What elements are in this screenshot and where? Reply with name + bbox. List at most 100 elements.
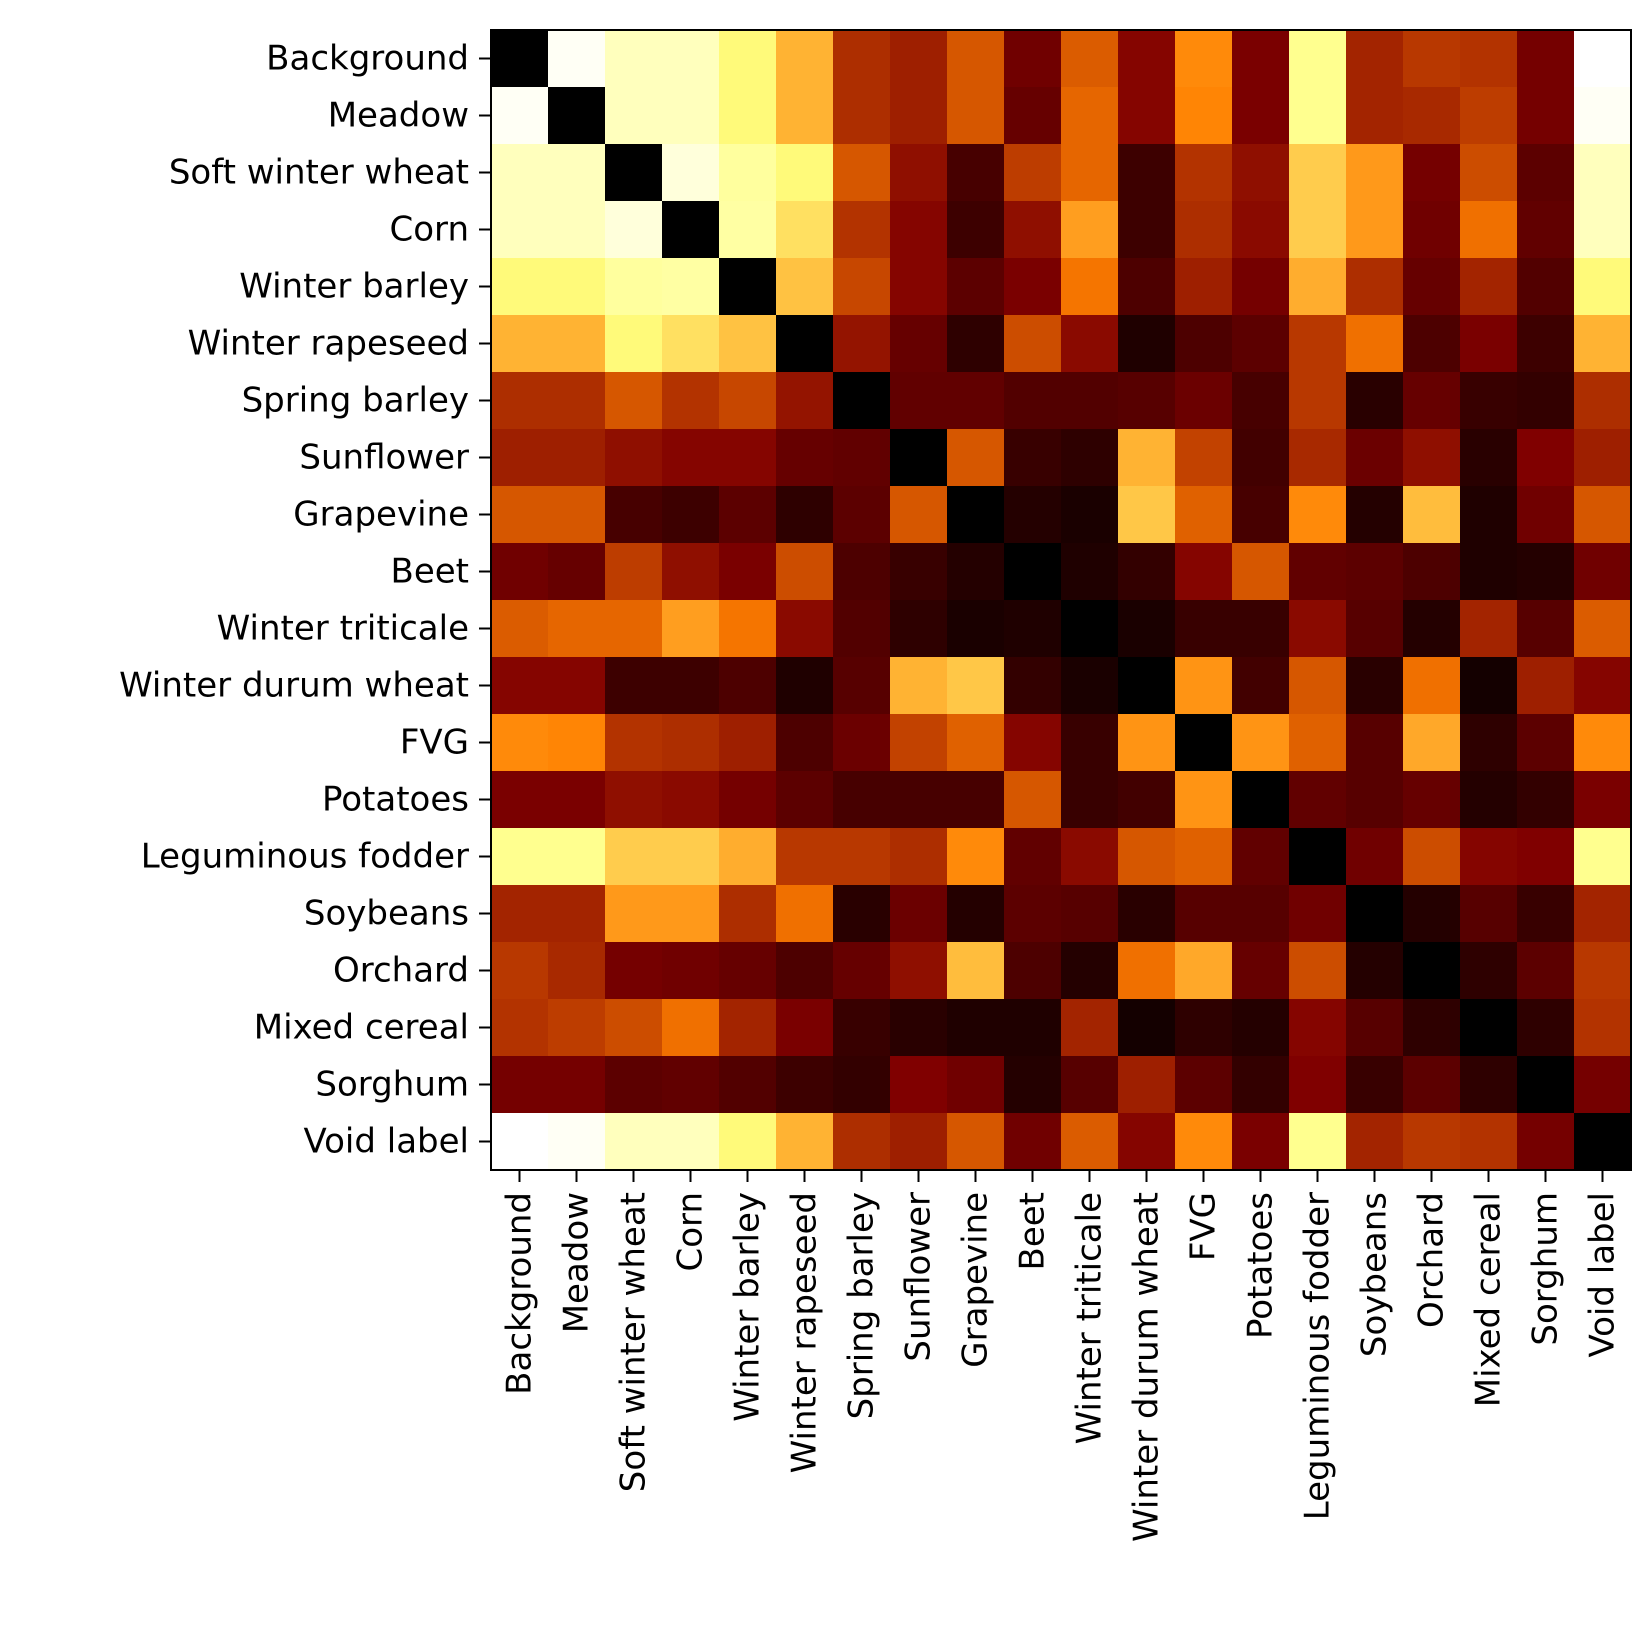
- heatmap-cell-beet-x-corn: [662, 543, 720, 601]
- heatmap-cell-void-label-x-background: [491, 1113, 549, 1171]
- heatmap-cell-fvg-x-winter-triticale: [1061, 714, 1119, 772]
- heatmap-cell-soybeans-x-potatoes: [1232, 885, 1290, 943]
- heatmap-cell-potatoes-x-potatoes: [1232, 771, 1290, 829]
- heatmap-cell-sorghum-x-winter-rapeseed: [776, 1056, 834, 1114]
- x-tick-label: Sorghum: [1526, 1192, 1566, 1346]
- heatmap-cell-leguminous-fodder-x-meadow: [548, 828, 606, 886]
- heatmap-cell-winter-durum-wheat-x-winter-barley: [719, 657, 777, 715]
- heatmap-cell-grapevine-x-potatoes: [1232, 486, 1290, 544]
- heatmap-cell-winter-barley-x-fvg: [1175, 258, 1233, 316]
- heatmap-cell-soybeans-x-void-label: [1574, 885, 1632, 943]
- heatmap-cell-sunflower-x-soybeans: [1346, 429, 1404, 487]
- heatmap-cell-meadow-x-void-label: [1574, 87, 1632, 145]
- heatmap-cell-beet-x-winter-barley: [719, 543, 777, 601]
- heatmap-cell-corn-x-winter-durum-wheat: [1118, 201, 1176, 259]
- heatmap-cell-winter-triticale-x-background: [491, 600, 549, 658]
- heatmap-cell-potatoes-x-orchard: [1403, 771, 1461, 829]
- heatmap-cell-winter-triticale-x-grapevine: [947, 600, 1005, 658]
- x-tick-label: Leguminous fodder: [1298, 1192, 1338, 1520]
- heatmap-cell-winter-triticale-x-mixed-cereal: [1460, 600, 1518, 658]
- heatmap-cell-mixed-cereal-x-sunflower: [890, 999, 948, 1057]
- heatmap-cell-meadow-x-winter-barley: [719, 87, 777, 145]
- heatmap-cell-sorghum-x-potatoes: [1232, 1056, 1290, 1114]
- y-tick-label: Grapevine: [293, 495, 469, 535]
- heatmap-cell-leguminous-fodder-x-spring-barley: [833, 828, 891, 886]
- heatmap-cell-sorghum-x-spring-barley: [833, 1056, 891, 1114]
- heatmap-cell-mixed-cereal-x-beet: [1004, 999, 1062, 1057]
- heatmap-cell-corn-x-fvg: [1175, 201, 1233, 259]
- heatmap-cell-leguminous-fodder-x-soybeans: [1346, 828, 1404, 886]
- heatmap-cell-spring-barley-x-mixed-cereal: [1460, 372, 1518, 430]
- heatmap-cell-mixed-cereal-x-background: [491, 999, 549, 1057]
- heatmap-cell-beet-x-fvg: [1175, 543, 1233, 601]
- heatmap-cell-winter-triticale-x-sunflower: [890, 600, 948, 658]
- heatmap-cell-background-x-mixed-cereal: [1460, 30, 1518, 88]
- heatmap-cell-background-x-fvg: [1175, 30, 1233, 88]
- x-tick-label: Soybeans: [1355, 1192, 1395, 1357]
- heatmap-cell-fvg-x-winter-durum-wheat: [1118, 714, 1176, 772]
- heatmap-cell-winter-barley-x-mixed-cereal: [1460, 258, 1518, 316]
- heatmap-cell-leguminous-fodder-x-sunflower: [890, 828, 948, 886]
- x-tick-label: Winter barley: [728, 1192, 768, 1422]
- heatmap-cell-beet-x-leguminous-fodder: [1289, 543, 1347, 601]
- heatmap-cell-soft-winter-wheat-x-background: [491, 144, 549, 202]
- heatmap-cell-leguminous-fodder-x-grapevine: [947, 828, 1005, 886]
- heatmap-cell-potatoes-x-soybeans: [1346, 771, 1404, 829]
- heatmap-cell-grapevine-x-sorghum: [1517, 486, 1575, 544]
- heatmap-cell-mixed-cereal-x-winter-triticale: [1061, 999, 1119, 1057]
- heatmap-cell-soybeans-x-background: [491, 885, 549, 943]
- heatmap-cell-sorghum-x-winter-durum-wheat: [1118, 1056, 1176, 1114]
- heatmap-cell-winter-rapeseed-x-void-label: [1574, 315, 1632, 373]
- heatmap-cell-winter-rapeseed-x-winter-triticale: [1061, 315, 1119, 373]
- heatmap-cell-grapevine-x-sunflower: [890, 486, 948, 544]
- heatmap-cell-fvg-x-winter-rapeseed: [776, 714, 834, 772]
- heatmap-cell-potatoes-x-fvg: [1175, 771, 1233, 829]
- heatmap-cell-winter-durum-wheat-x-background: [491, 657, 549, 715]
- heatmap-cell-soft-winter-wheat-x-winter-triticale: [1061, 144, 1119, 202]
- heatmap-cell-grapevine-x-fvg: [1175, 486, 1233, 544]
- x-tick-label: Meadow: [557, 1192, 597, 1333]
- heatmap-cell-grapevine-x-winter-durum-wheat: [1118, 486, 1176, 544]
- x-axis-ticks: Background Meadow Soft winter wheat Corn Win…: [500, 1170, 1623, 1542]
- heatmap-cell-fvg-x-beet: [1004, 714, 1062, 772]
- y-tick-label: Beet: [391, 552, 470, 592]
- heatmap-cell-mixed-cereal-x-spring-barley: [833, 999, 891, 1057]
- heatmap-cell-corn-x-mixed-cereal: [1460, 201, 1518, 259]
- heatmap-cell-grapevine-x-background: [491, 486, 549, 544]
- heatmap-cell-soybeans-x-mixed-cereal: [1460, 885, 1518, 943]
- heatmap-cell-spring-barley-x-potatoes: [1232, 372, 1290, 430]
- heatmap-cell-void-label-x-corn: [662, 1113, 720, 1171]
- y-tick-label: Soybeans: [304, 894, 469, 934]
- heatmap-cell-winter-durum-wheat-x-sunflower: [890, 657, 948, 715]
- heatmap-cell-beet-x-orchard: [1403, 543, 1461, 601]
- heatmap-cell-winter-rapeseed-x-soft-winter-wheat: [605, 315, 663, 373]
- heatmap-cell-mixed-cereal-x-mixed-cereal: [1460, 999, 1518, 1057]
- y-tick-label: Meadow: [328, 96, 469, 136]
- x-tick-label: Beet: [1013, 1192, 1053, 1271]
- heatmap-cell-orchard-x-leguminous-fodder: [1289, 942, 1347, 1000]
- y-tick-label: Winter barley: [239, 267, 469, 307]
- heatmap-cell-soft-winter-wheat-x-soybeans: [1346, 144, 1404, 202]
- heatmap-cell-spring-barley-x-beet: [1004, 372, 1062, 430]
- heatmap-cell-winter-triticale-x-corn: [662, 600, 720, 658]
- heatmap-cell-background-x-sunflower: [890, 30, 948, 88]
- heatmap-cell-spring-barley-x-soybeans: [1346, 372, 1404, 430]
- heatmap-cell-beet-x-soybeans: [1346, 543, 1404, 601]
- heatmap-cell-meadow-x-winter-durum-wheat: [1118, 87, 1176, 145]
- heatmap-cell-grapevine-x-beet: [1004, 486, 1062, 544]
- heatmap-cell-potatoes-x-leguminous-fodder: [1289, 771, 1347, 829]
- heatmap-cell-leguminous-fodder-x-beet: [1004, 828, 1062, 886]
- heatmap-cell-winter-barley-x-beet: [1004, 258, 1062, 316]
- heatmap-cell-soft-winter-wheat-x-winter-rapeseed: [776, 144, 834, 202]
- heatmap-cell-fvg-x-soft-winter-wheat: [605, 714, 663, 772]
- heatmap-cell-winter-durum-wheat-x-mixed-cereal: [1460, 657, 1518, 715]
- heatmap-cell-grapevine-x-grapevine: [947, 486, 1005, 544]
- heatmap-cell-potatoes-x-sunflower: [890, 771, 948, 829]
- heatmap-cell-winter-rapeseed-x-beet: [1004, 315, 1062, 373]
- heatmap-cell-spring-barley-x-sunflower: [890, 372, 948, 430]
- heatmap-cell-soybeans-x-winter-barley: [719, 885, 777, 943]
- heatmap-cell-winter-durum-wheat-x-corn: [662, 657, 720, 715]
- heatmap-cell-mixed-cereal-x-potatoes: [1232, 999, 1290, 1057]
- heatmap-cell-winter-rapeseed-x-winter-rapeseed: [776, 315, 834, 373]
- heatmap-cell-winter-triticale-x-winter-barley: [719, 600, 777, 658]
